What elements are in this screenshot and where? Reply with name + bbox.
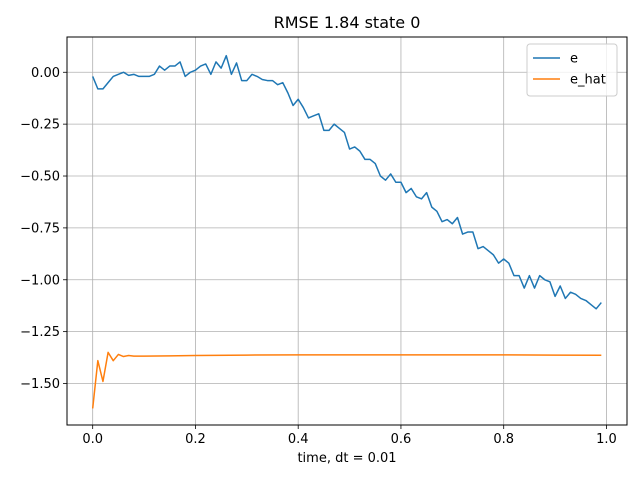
series-line-e-hat — [91, 351, 602, 409]
legend-label-e-hat: e_hat — [570, 73, 606, 88]
x-axis-ticks: 0.0 0.2 0.4 0.6 0.8 1.0 — [82, 425, 617, 447]
y-tick-label: −1.50 — [20, 377, 60, 392]
y-tick-label: 0.00 — [31, 66, 60, 81]
y-axis-ticks: 0.00 −0.25 −0.50 −0.75 −1.00 −1.25 −1.50 — [20, 66, 67, 392]
y-tick-label: −0.75 — [20, 221, 60, 236]
x-tick-label: 0.2 — [185, 432, 206, 447]
axes-background — [67, 37, 627, 425]
x-tick-label: 0.0 — [82, 432, 103, 447]
x-tick-label: 0.4 — [288, 432, 309, 447]
y-tick-label: −0.50 — [20, 170, 60, 185]
chart-title: RMSE 1.84 state 0 — [274, 13, 421, 32]
legend-box — [526, 43, 618, 97]
x-tick-label: 0.6 — [391, 432, 412, 447]
series-line-e — [91, 54, 602, 310]
x-axis-label: time, dt = 0.01 — [297, 451, 396, 466]
x-tick-label: 1.0 — [596, 432, 617, 447]
legend: e e_hat — [526, 43, 618, 97]
y-tick-label: −1.25 — [20, 325, 60, 340]
axes-frame — [66, 36, 628, 426]
y-tick-label: −0.25 — [20, 118, 60, 133]
x-tick-label: 0.8 — [493, 432, 514, 447]
y-tick-label: −1.00 — [20, 273, 60, 288]
legend-label-e: e — [570, 52, 578, 67]
series-lines — [91, 54, 602, 409]
